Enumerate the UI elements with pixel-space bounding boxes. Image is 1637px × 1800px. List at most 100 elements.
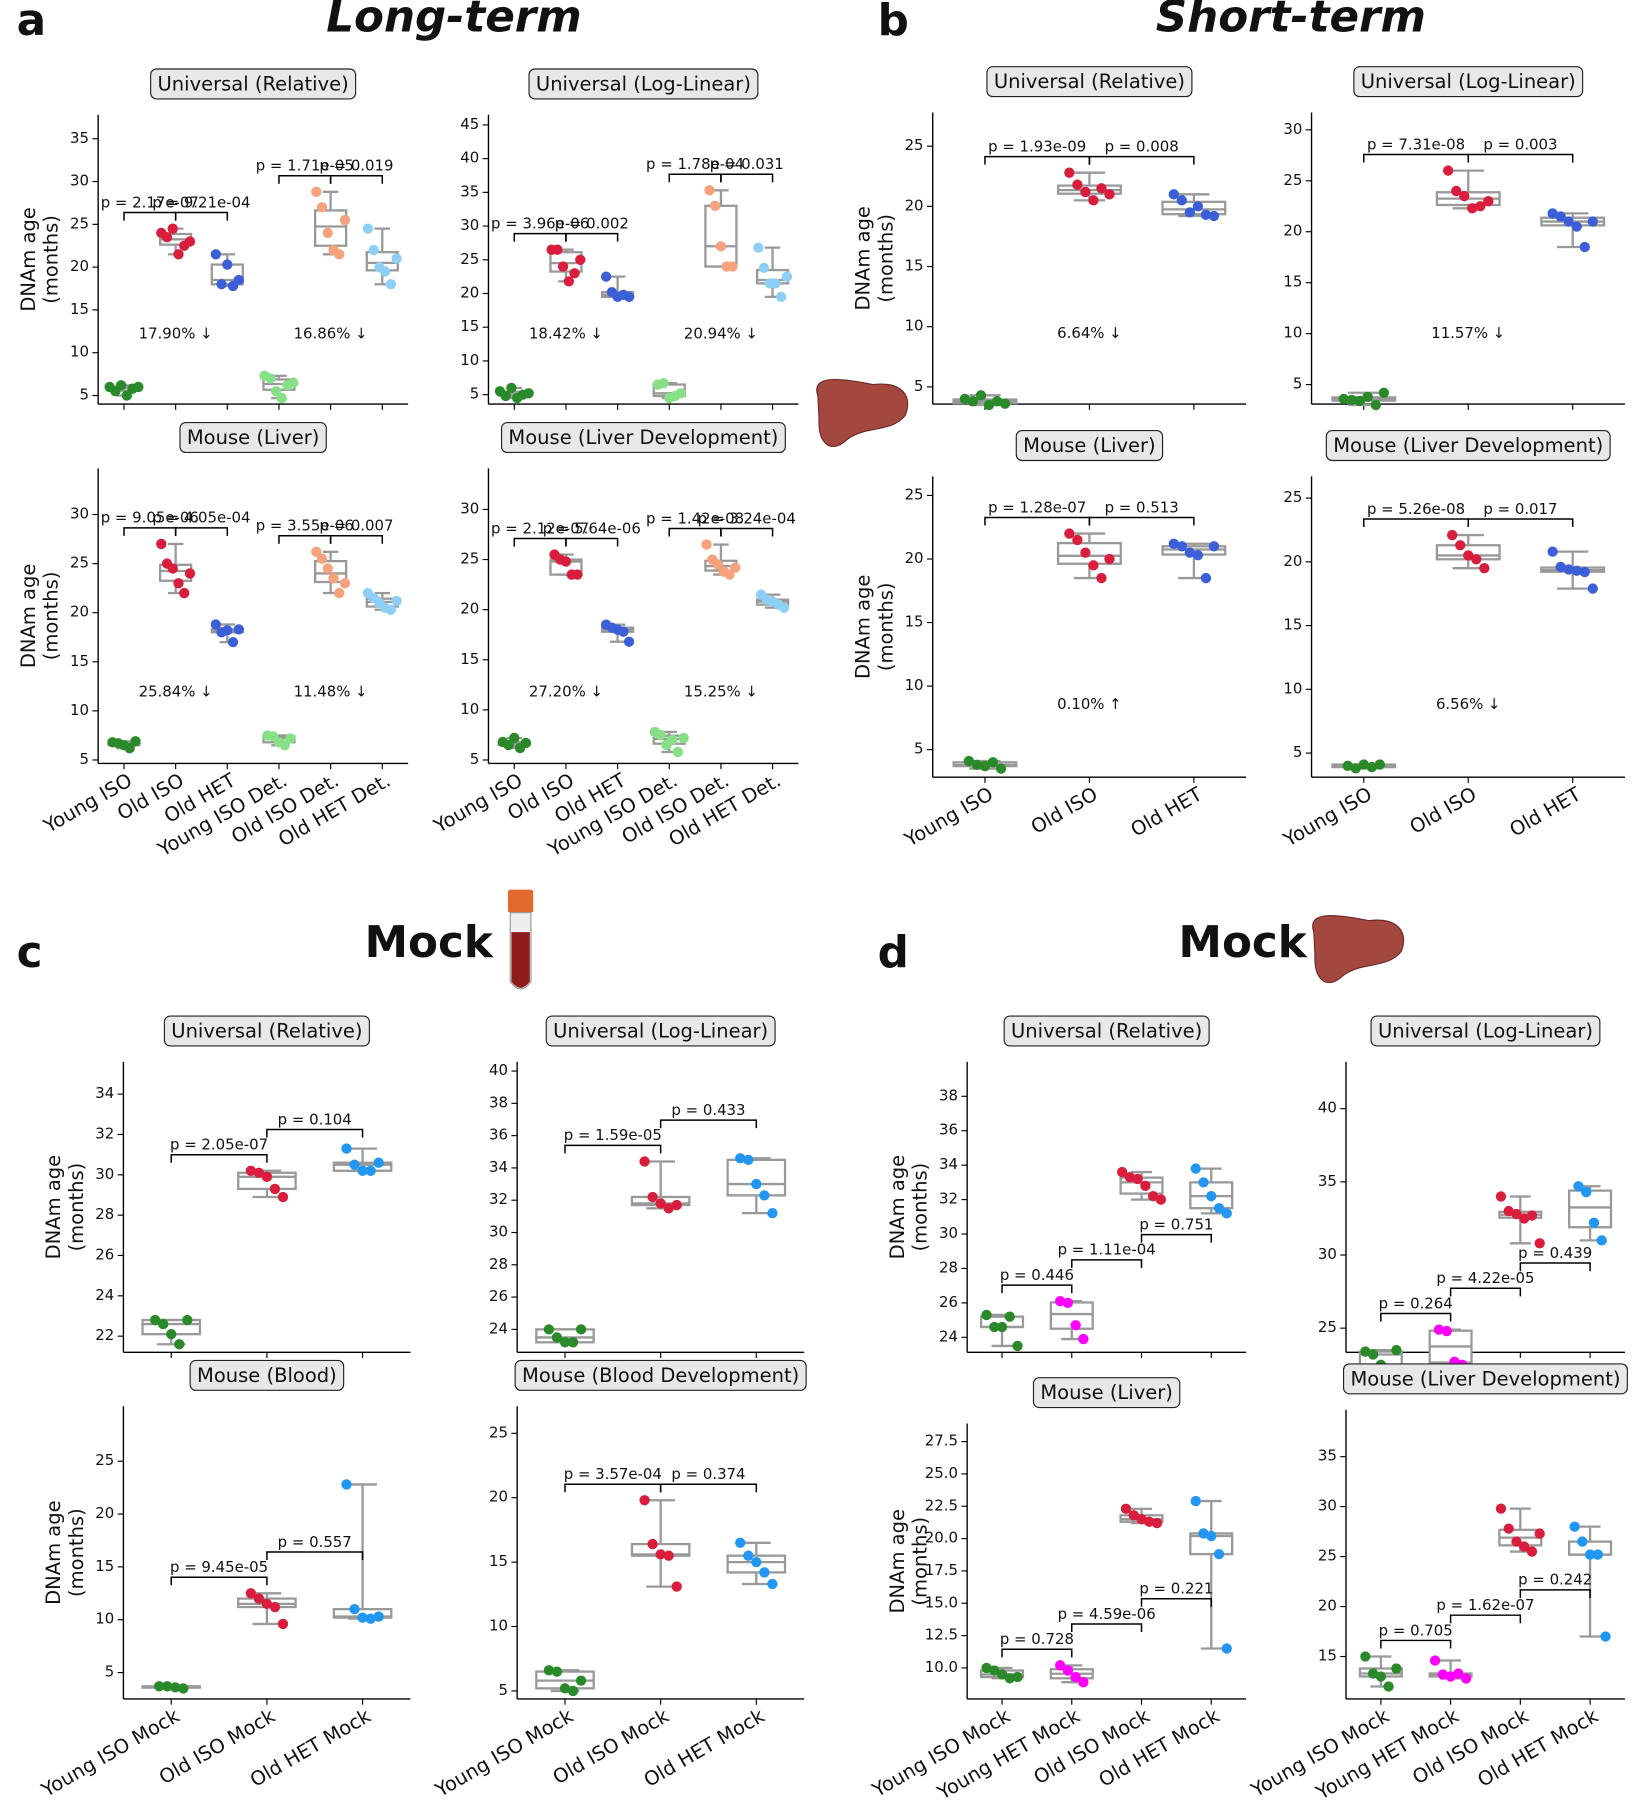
- data-point: [253, 1167, 265, 1178]
- y-tick-label: 20: [905, 549, 924, 567]
- y-tick-label: 5: [1293, 375, 1302, 393]
- data-point: [1433, 1324, 1445, 1335]
- y-tick-label: 10: [1283, 679, 1302, 697]
- data-point: [983, 399, 995, 411]
- data-point: [210, 619, 221, 630]
- data-point: [1184, 207, 1196, 218]
- data-point: [1503, 1523, 1514, 1534]
- y-tick-label: 15: [1283, 273, 1302, 291]
- data-point: [758, 262, 770, 274]
- data-point: [233, 274, 244, 286]
- panel-letter: d: [878, 928, 909, 978]
- data-point: [156, 538, 167, 550]
- y-axis-label: (months): [909, 1163, 932, 1252]
- data-point: [184, 236, 196, 247]
- subplot-title: Universal (Log-Linear): [553, 1020, 768, 1043]
- liver-icon: [816, 378, 909, 448]
- y-axis-label: (months): [40, 572, 63, 661]
- y-tick-label: 30: [70, 505, 89, 523]
- data-point: [341, 1479, 352, 1490]
- data-point: [1451, 185, 1462, 197]
- data-point: [996, 1669, 1008, 1680]
- data-point: [277, 1191, 289, 1203]
- data-point: [500, 390, 511, 402]
- data-point: [712, 559, 724, 570]
- data-point: [710, 200, 721, 211]
- y-tick-label: 22.5: [925, 1496, 958, 1514]
- data-point: [1441, 1325, 1452, 1337]
- data-point: [639, 1156, 650, 1167]
- data-point: [1526, 1210, 1538, 1221]
- subplot-title-box: [500, 422, 786, 454]
- data-point: [1459, 190, 1470, 202]
- data-point: [1200, 572, 1212, 584]
- y-tick-label: 24: [95, 1286, 114, 1304]
- data-point: [1581, 1186, 1592, 1198]
- panel-letter: c: [17, 928, 43, 978]
- data-point: [1168, 538, 1179, 549]
- data-point: [672, 746, 684, 758]
- data-point: [743, 1154, 754, 1166]
- data-point: [1511, 1536, 1522, 1547]
- y-tick-label: 32: [489, 1190, 508, 1208]
- y-tick-label: 20: [489, 1488, 508, 1506]
- y-axis-label: DNAm age: [42, 1500, 65, 1604]
- data-point: [178, 1683, 189, 1694]
- y-tick-label: 20: [460, 283, 479, 301]
- p-value: p = 1.59e-05: [564, 1126, 662, 1144]
- y-tick-label: 20: [1318, 1597, 1337, 1615]
- data-point: [727, 261, 738, 272]
- subplot-title-box: [528, 68, 759, 100]
- significance-bracket: [1001, 1648, 1073, 1658]
- data-point: [1463, 550, 1474, 561]
- y-tick-label: 30: [95, 1165, 114, 1183]
- data-point: [365, 1165, 376, 1176]
- data-point: [279, 740, 290, 751]
- p-value: p = 1.11e-04: [1058, 1241, 1156, 1259]
- subplot-title-box: [1370, 1015, 1601, 1047]
- data-point: [179, 587, 190, 599]
- data-point: [506, 382, 517, 394]
- data-point: [1362, 391, 1373, 403]
- data-point: [663, 1203, 674, 1214]
- data-point: [1534, 1238, 1545, 1249]
- data-point: [1571, 221, 1582, 232]
- data-point: [551, 1332, 563, 1343]
- data-point: [1190, 1495, 1201, 1507]
- data-point: [770, 278, 781, 289]
- data-point: [1184, 547, 1196, 558]
- data-point: [1370, 399, 1381, 411]
- p-value: p = 0.439: [1518, 1244, 1592, 1262]
- data-point: [1140, 1180, 1151, 1191]
- subplot-title: Mouse (Liver Development): [1333, 434, 1603, 457]
- y-tick-label: 20: [905, 196, 924, 214]
- data-point: [1367, 1349, 1379, 1360]
- data-point: [1342, 760, 1353, 771]
- data-point: [1579, 241, 1590, 253]
- significance-bracket: [513, 537, 567, 547]
- y-axis-label: (months): [40, 215, 63, 304]
- y-axis-label: (months): [874, 582, 897, 671]
- data-point: [999, 398, 1011, 409]
- significance-bracket: [170, 1576, 268, 1586]
- data-point: [1062, 1297, 1074, 1309]
- p-value: p = 9.45e-05: [170, 1558, 268, 1576]
- data-point: [1588, 1217, 1600, 1228]
- data-point: [671, 1581, 682, 1592]
- y-tick-label: 28: [95, 1205, 114, 1223]
- subplot-title-box: [1015, 430, 1164, 462]
- data-point: [316, 202, 328, 213]
- data-point: [971, 759, 983, 771]
- y-axis-label: DNAm age: [851, 206, 874, 310]
- subplot-title-box: [1003, 1015, 1210, 1047]
- data-point: [227, 636, 239, 648]
- x-tick-label: Old HET Mock: [1474, 1704, 1603, 1792]
- data-point: [1437, 1669, 1449, 1680]
- p-value: p = 3.55e-06: [256, 517, 354, 535]
- data-point: [339, 214, 351, 226]
- data-point: [1078, 1333, 1089, 1345]
- y-tick-label: 25: [95, 1451, 114, 1469]
- data-point: [1569, 1521, 1580, 1532]
- data-point: [675, 388, 686, 399]
